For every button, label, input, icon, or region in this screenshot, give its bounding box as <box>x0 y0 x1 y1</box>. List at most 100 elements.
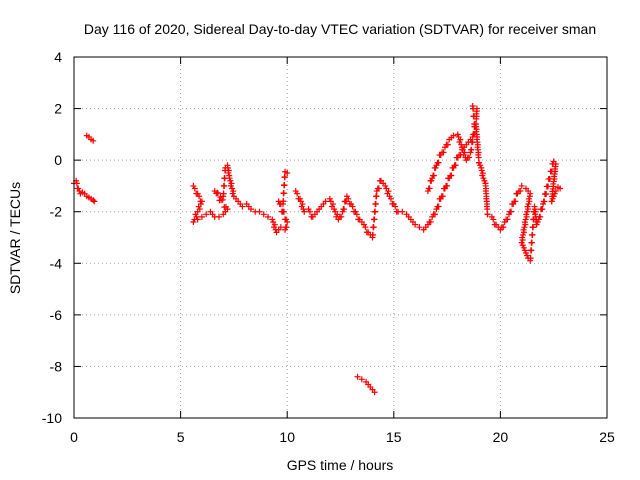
data-point <box>225 167 232 174</box>
data-point <box>520 231 527 238</box>
data-point <box>416 224 423 231</box>
data-point <box>473 115 480 122</box>
data-point <box>256 208 263 215</box>
data-point <box>330 201 337 208</box>
data-point <box>526 193 533 200</box>
data-point <box>521 224 528 231</box>
data-point <box>452 162 459 169</box>
data-point <box>191 185 198 192</box>
x-tick-label: 15 <box>386 429 402 445</box>
grid-lines <box>74 57 607 418</box>
data-point <box>372 208 379 215</box>
data-point <box>500 224 507 231</box>
data-point <box>192 211 199 218</box>
data-point <box>527 255 534 262</box>
data-point <box>518 182 525 189</box>
data-point <box>508 208 515 215</box>
y-tick-label: 2 <box>54 101 62 117</box>
data-point <box>448 172 455 179</box>
data-point <box>387 195 394 202</box>
data-point <box>519 234 526 241</box>
data-point <box>220 190 227 197</box>
data-point <box>557 185 564 192</box>
data-point <box>457 136 464 143</box>
data-point <box>281 181 288 188</box>
y-tick-label: -4 <box>50 255 63 271</box>
data-point <box>461 149 468 156</box>
x-tick-label: 20 <box>493 429 509 445</box>
data-point <box>435 159 442 166</box>
y-tick-label: -6 <box>50 307 63 323</box>
data-point <box>552 188 559 195</box>
data-point <box>392 203 399 210</box>
data-point <box>524 203 531 210</box>
data-point <box>512 198 519 205</box>
data-point <box>282 216 289 223</box>
data-point <box>214 189 221 196</box>
data-point <box>430 172 437 179</box>
data-point <box>523 211 530 218</box>
data-point <box>369 231 376 238</box>
data-point <box>294 190 301 197</box>
data-point <box>198 213 205 220</box>
data-point <box>439 193 446 200</box>
data-point <box>412 221 419 228</box>
data-point <box>371 216 378 223</box>
data-point <box>532 208 539 215</box>
data-point <box>260 211 267 218</box>
y-tick-label: -10 <box>42 410 62 426</box>
data-point <box>362 224 369 231</box>
data-point <box>521 219 528 226</box>
x-tick-label: 25 <box>599 429 615 445</box>
data-point <box>221 204 228 211</box>
data-point <box>306 208 313 215</box>
y-tick-label: -8 <box>50 358 63 374</box>
data-point <box>265 213 272 220</box>
data-point <box>278 208 285 215</box>
data-point <box>440 149 447 156</box>
data-point <box>530 224 537 231</box>
data-point <box>271 221 278 228</box>
data-point <box>90 137 97 144</box>
data-point <box>444 141 451 148</box>
data-point <box>373 193 380 200</box>
data-point <box>479 170 486 177</box>
data-point <box>466 154 473 161</box>
data-point <box>301 208 308 215</box>
data-point <box>239 203 246 210</box>
data-point <box>531 206 538 213</box>
data-point <box>520 226 527 233</box>
x-axis-label: GPS time / hours <box>287 457 394 473</box>
data-point <box>545 183 552 190</box>
data-point <box>483 193 490 200</box>
data-point <box>280 198 287 205</box>
data-point <box>230 188 237 195</box>
data-point <box>474 134 481 141</box>
data-point <box>473 126 480 133</box>
data-point <box>529 231 536 238</box>
data-point <box>450 132 457 139</box>
data-point <box>221 182 228 189</box>
data-point <box>490 216 497 223</box>
x-tick-label: 5 <box>177 429 185 445</box>
data-point <box>375 185 382 192</box>
data-point <box>543 190 550 197</box>
data-point <box>525 200 532 207</box>
data-point <box>353 211 360 218</box>
data-point <box>322 198 329 205</box>
data-point <box>484 206 491 213</box>
data-point <box>299 201 306 208</box>
data-point <box>385 188 392 195</box>
data-point <box>537 213 544 220</box>
data-point <box>435 203 442 210</box>
y-axis-label: SDTVAR / TECUs <box>7 182 23 294</box>
data-point <box>228 180 235 187</box>
data-point <box>358 376 365 383</box>
data-point <box>468 146 475 153</box>
data-point <box>227 177 234 184</box>
data-point <box>280 190 287 197</box>
data-point <box>525 195 532 202</box>
data-point <box>524 208 531 215</box>
